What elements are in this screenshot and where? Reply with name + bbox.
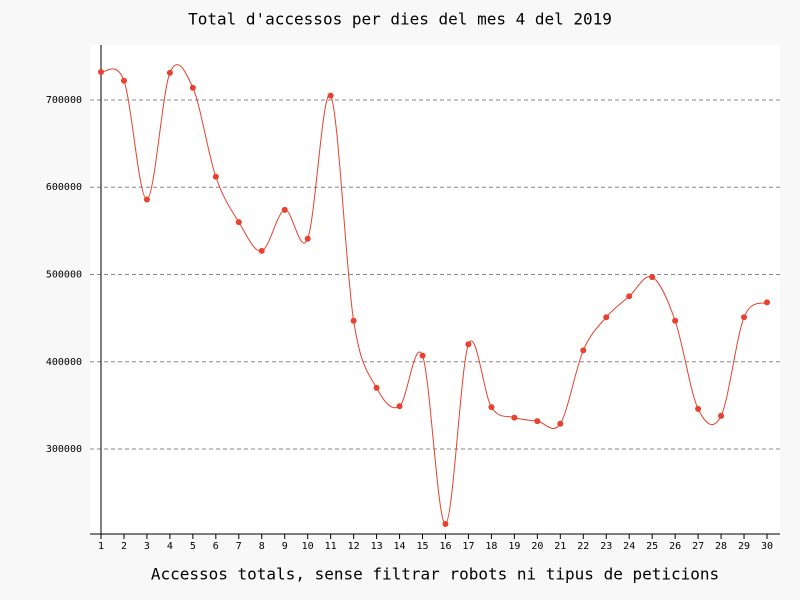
x-tick-label: 2: [121, 541, 127, 552]
x-tick-label: 4: [167, 541, 173, 552]
x-tick-label: 13: [371, 541, 383, 552]
data-point: [327, 92, 334, 99]
x-tick-label: 9: [282, 541, 288, 552]
y-tick-label: 400000: [46, 357, 82, 368]
data-point: [120, 77, 127, 84]
data-point: [350, 317, 357, 324]
data-point: [557, 420, 564, 427]
y-tick-label: 700000: [46, 95, 82, 106]
data-point: [258, 247, 265, 254]
x-tick-label: 25: [646, 541, 658, 552]
x-tick-label: 3: [144, 541, 150, 552]
data-point: [534, 418, 541, 425]
data-point: [764, 299, 770, 306]
x-tick-label: 17: [462, 541, 474, 552]
data-point: [189, 84, 196, 91]
x-tick-label: 20: [531, 541, 543, 552]
x-tick-label: 28: [715, 541, 727, 552]
data-point: [281, 206, 288, 213]
data-point: [603, 314, 610, 321]
x-tick-label: 7: [236, 541, 242, 552]
y-tick-label: 300000: [46, 444, 82, 455]
x-tick-label: 6: [213, 541, 219, 552]
x-tick-label: 22: [577, 541, 589, 552]
x-tick-label: 8: [259, 541, 265, 552]
x-tick-label: 26: [669, 541, 681, 552]
y-tick-label: 600000: [46, 182, 82, 193]
data-point: [143, 196, 150, 203]
data-point: [304, 235, 311, 242]
x-tick-label: 24: [623, 541, 635, 552]
data-point: [442, 521, 449, 528]
x-tick-label: 19: [508, 541, 520, 552]
data-point: [649, 274, 656, 281]
data-point: [511, 414, 518, 421]
data-point: [695, 405, 702, 412]
x-tick-label: 30: [761, 541, 773, 552]
x-tick-label: 11: [325, 541, 337, 552]
data-point: [235, 219, 242, 226]
data-point: [212, 173, 219, 180]
chart-title: Total d'accessos per dies del mes 4 del …: [188, 10, 612, 29]
x-tick-label: 10: [302, 541, 314, 552]
data-point: [465, 341, 472, 348]
x-tick-label: 23: [600, 541, 612, 552]
data-point: [672, 317, 679, 324]
x-tick-label: 1: [98, 541, 104, 552]
x-tick-label: 18: [485, 541, 497, 552]
data-point: [580, 347, 587, 354]
x-tick-label: 5: [190, 541, 196, 552]
data-point: [488, 404, 495, 411]
data-point: [741, 314, 748, 321]
data-point: [718, 412, 725, 419]
x-tick-label: 14: [394, 541, 406, 552]
x-axis-title: Accessos totals, sense filtrar robots ni…: [151, 565, 719, 584]
data-point: [396, 403, 403, 410]
x-tick-label: 29: [738, 541, 750, 552]
plot-area: [90, 45, 780, 534]
x-tick-label: 27: [692, 541, 704, 552]
x-tick-label: 21: [554, 541, 566, 552]
x-tick-label: 12: [348, 541, 360, 552]
y-tick-label: 500000: [46, 269, 82, 280]
data-point: [373, 384, 380, 391]
data-point: [98, 69, 104, 76]
x-tick-label: 15: [416, 541, 428, 552]
x-tick-label: 16: [439, 541, 451, 552]
data-point: [626, 293, 633, 300]
data-point: [166, 69, 173, 76]
data-point: [419, 352, 426, 359]
